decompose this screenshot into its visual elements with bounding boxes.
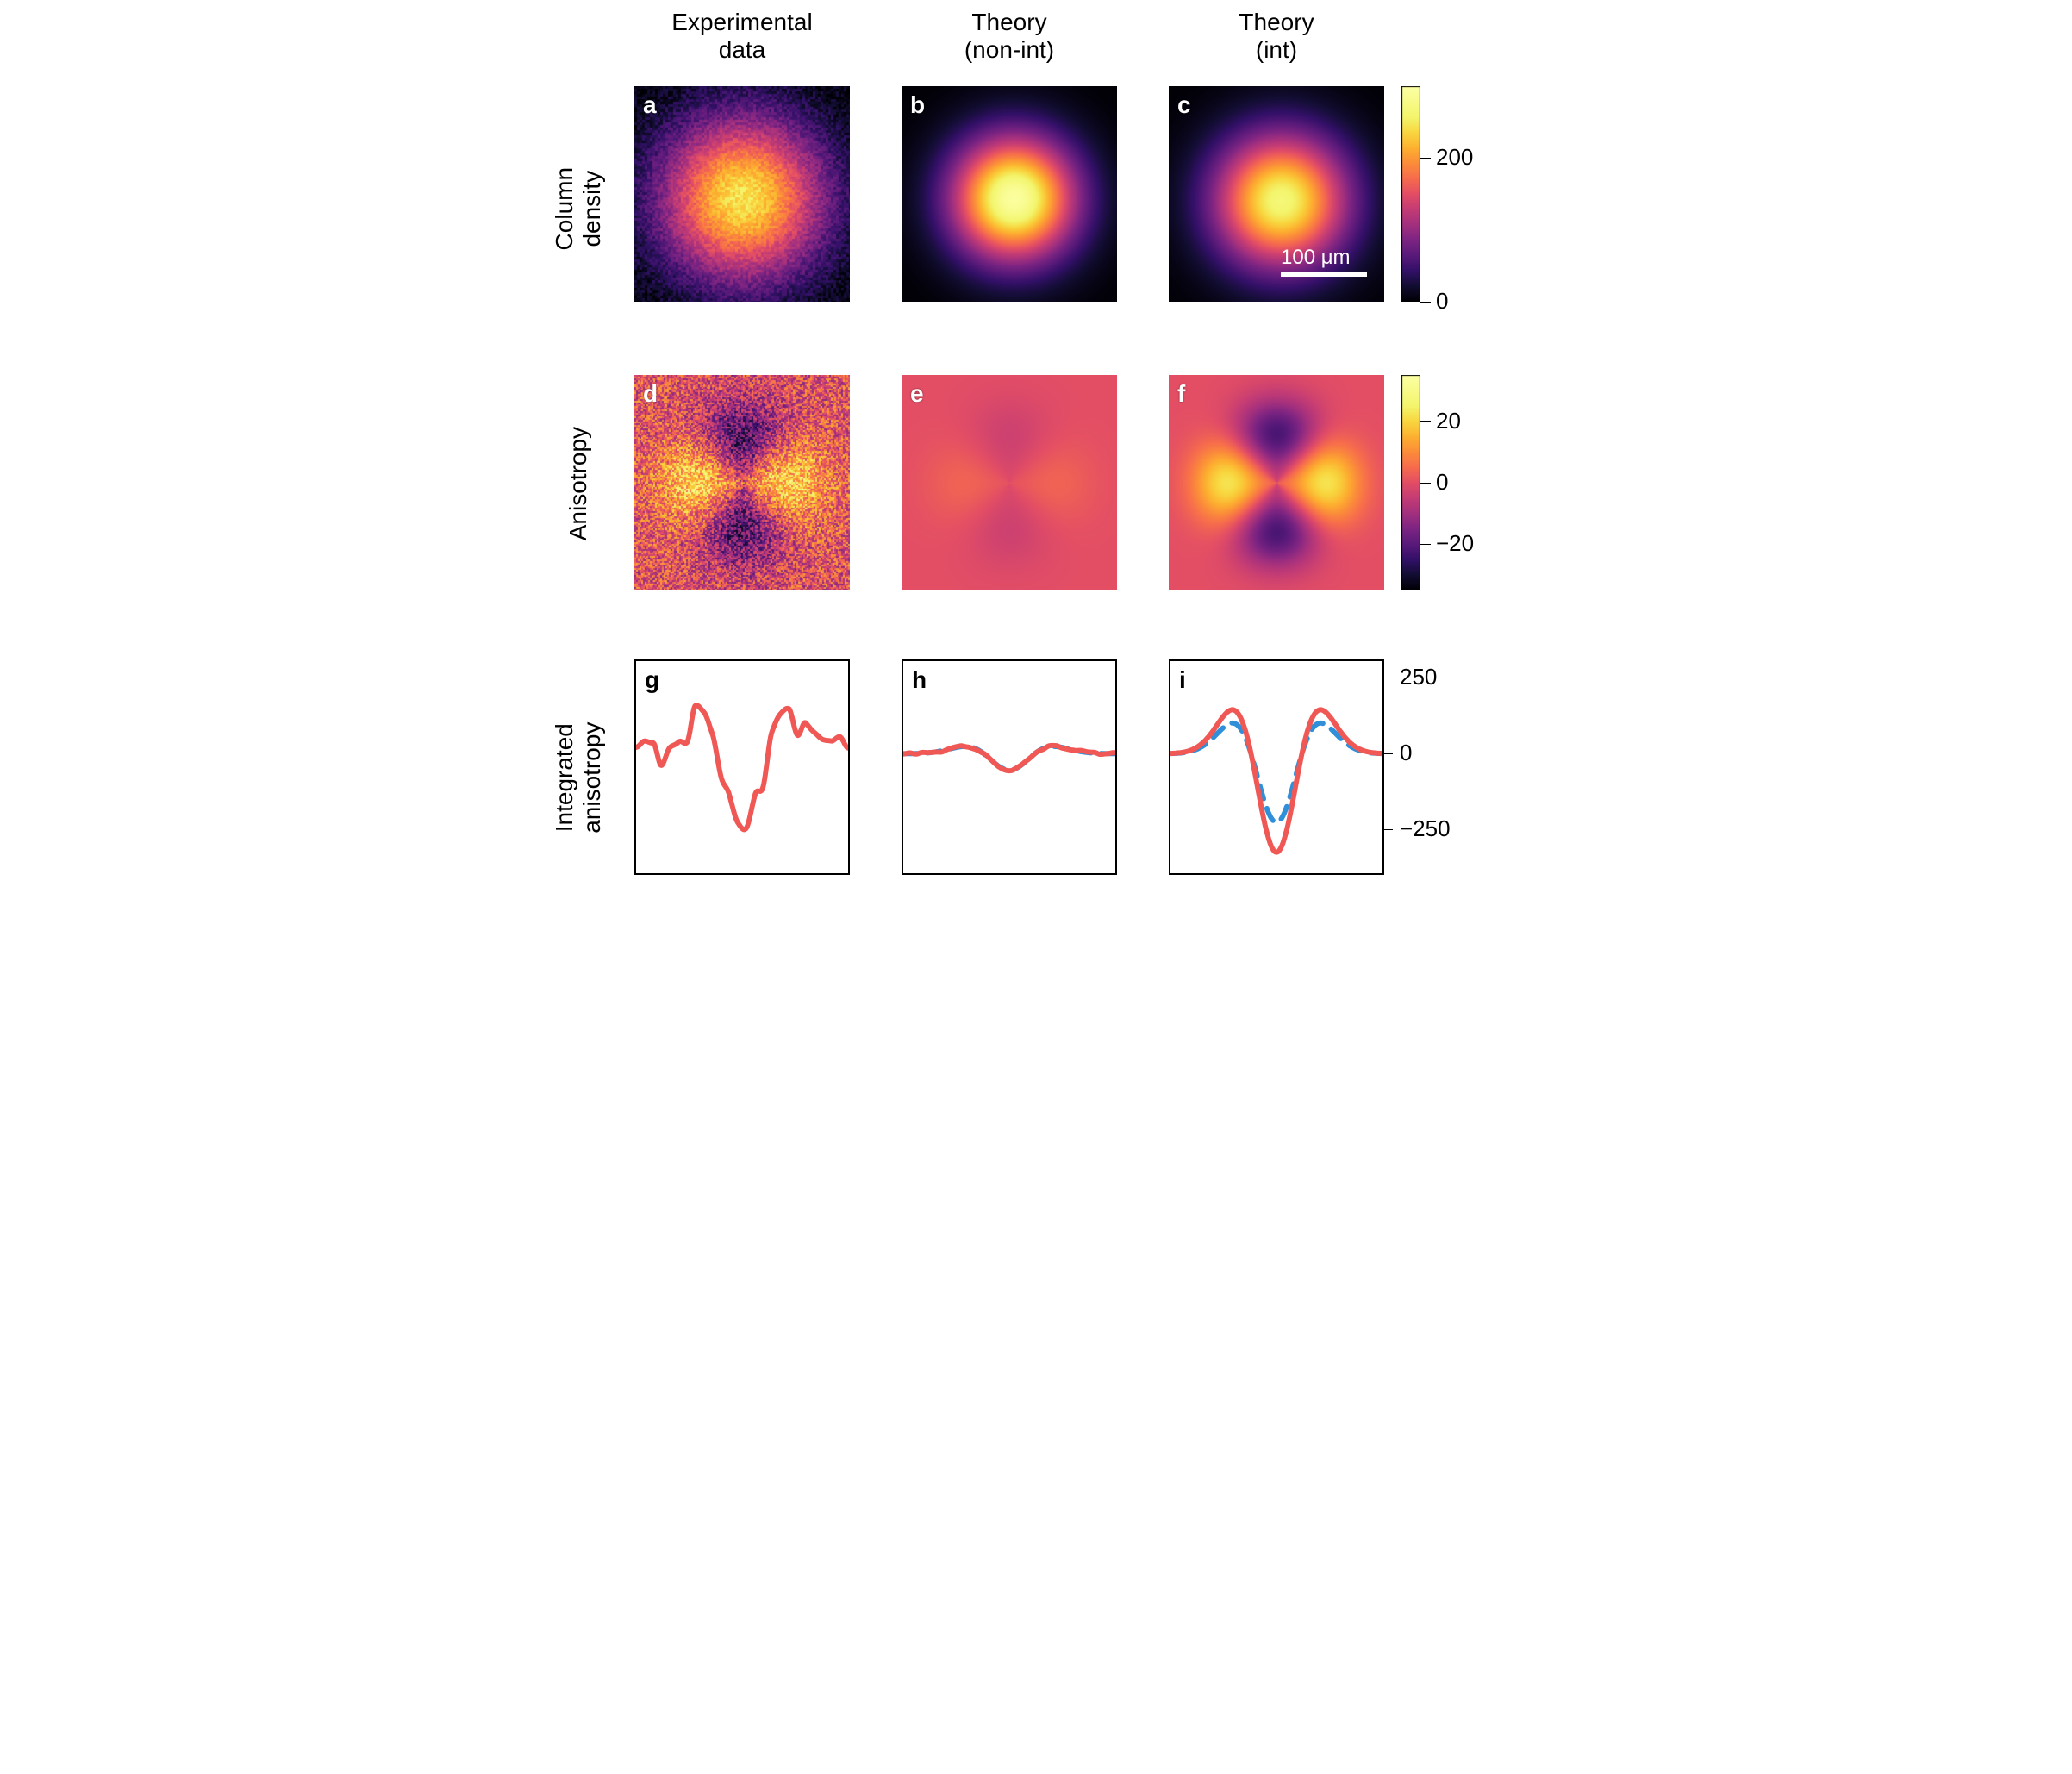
figure-root: Experimental data Theory (non-int) Theor… (518, 0, 1554, 887)
colorbar-tick (1420, 421, 1431, 422)
panel-i-svg (1170, 661, 1382, 873)
panel-i: i (1169, 659, 1384, 875)
curve-red (1170, 709, 1382, 852)
panel-e-canvas (902, 375, 1117, 590)
panel-f: f (1169, 375, 1384, 590)
row-label-3-l1: Integrated (551, 670, 578, 885)
colorbar-row1-canvas (1401, 86, 1420, 302)
col-header-2-l1: Theory (902, 9, 1117, 36)
row-label-1: Column density (551, 101, 606, 316)
colorbar-tick-label: −20 (1436, 530, 1474, 557)
row-label-3-l2: anisotropy (578, 670, 606, 885)
colorbar-tick (1420, 158, 1431, 159)
row3-axis-tick (1384, 753, 1393, 755)
panel-b: b (902, 86, 1117, 302)
panel-g: g (634, 659, 850, 875)
colorbar-tick-label: 0 (1436, 288, 1448, 315)
row3-axis-tick-label: 0 (1400, 740, 1412, 766)
col-header-3-l2: (int) (1169, 36, 1384, 64)
row3-axis-tick-label: −250 (1400, 815, 1451, 842)
colorbar-tick (1420, 544, 1431, 546)
row-label-3: Integrated anisotropy (551, 670, 606, 885)
panel-g-svg (636, 661, 848, 873)
colorbar-tick-label: 200 (1436, 144, 1473, 171)
col-header-3-l1: Theory (1169, 9, 1384, 36)
panel-d: d (634, 375, 850, 590)
panel-h: h (902, 659, 1117, 875)
col-header-2: Theory (non-int) (902, 9, 1117, 64)
colorbar-tick-label: 20 (1436, 408, 1461, 434)
colorbar-row2 (1401, 375, 1420, 590)
scalebar-text: 100 μm (1281, 246, 1351, 270)
panel-f-canvas (1169, 375, 1384, 590)
col-header-3: Theory (int) (1169, 9, 1384, 64)
panel-a-canvas (634, 86, 850, 302)
col-header-1-l2: data (634, 36, 850, 64)
curve-blue (1170, 723, 1382, 822)
scalebar (1281, 272, 1367, 277)
panel-h-svg (903, 661, 1115, 873)
colorbar-tick (1420, 302, 1431, 303)
colorbar-tick (1420, 483, 1431, 484)
row3-axis-tick (1384, 678, 1393, 679)
curve-red (636, 705, 848, 829)
colorbar-row2-canvas (1401, 375, 1420, 590)
row-label-1-l2: density (578, 101, 606, 316)
panel-b-canvas (902, 86, 1117, 302)
panel-a: a (634, 86, 850, 302)
col-header-1: Experimental data (634, 9, 850, 64)
panel-e: e (902, 375, 1117, 590)
row3-axis-tick-label: 250 (1400, 664, 1437, 690)
panel-c-canvas (1169, 86, 1384, 302)
col-header-2-l2: (non-int) (902, 36, 1117, 64)
row-label-1-l1: Column (551, 101, 578, 316)
row-label-2: Anisotropy (565, 376, 592, 591)
row3-axis-tick (1384, 829, 1393, 831)
colorbar-tick-label: 0 (1436, 469, 1448, 496)
panel-c: c 100 μm (1169, 86, 1384, 302)
panel-d-canvas (634, 375, 850, 590)
col-header-1-l1: Experimental (634, 9, 850, 36)
row-label-2-l1: Anisotropy (565, 376, 592, 591)
curve-red (903, 746, 1115, 771)
colorbar-row1 (1401, 86, 1420, 302)
